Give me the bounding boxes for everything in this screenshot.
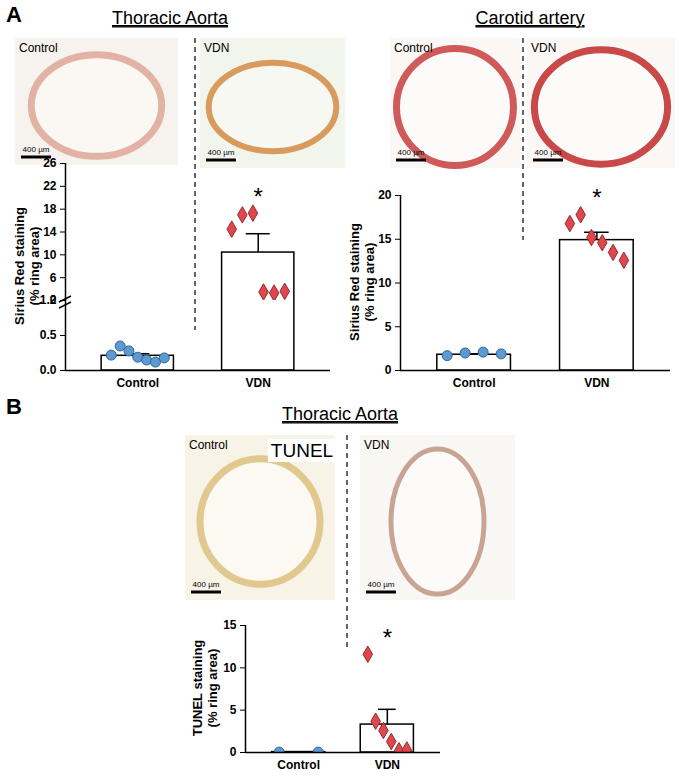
svg-text:15: 15 (378, 232, 392, 246)
svg-text:TUNEL: TUNEL (271, 440, 333, 461)
svg-text:(% ring area): (% ring area) (362, 243, 377, 322)
svg-text:Control: Control (453, 376, 496, 390)
svg-text:400 µm: 400 µm (23, 145, 50, 154)
svg-text:15: 15 (223, 618, 237, 632)
svg-text:0.5: 0.5 (40, 328, 57, 342)
svg-text:VDN: VDN (375, 758, 400, 772)
svg-text:10: 10 (43, 248, 57, 262)
svg-text:10: 10 (223, 661, 237, 675)
svg-text:0: 0 (230, 745, 237, 759)
svg-text:Control: Control (19, 41, 58, 55)
svg-text:Control: Control (394, 41, 433, 55)
svg-text:B: B (6, 394, 22, 419)
svg-text:400 µm: 400 µm (368, 580, 395, 589)
svg-text:400 µm: 400 µm (535, 148, 562, 157)
svg-text:Thoracic Aorta: Thoracic Aorta (112, 8, 229, 28)
svg-text:(% ring area): (% ring area) (26, 226, 42, 306)
svg-text:5: 5 (385, 320, 392, 334)
svg-text:*: * (383, 624, 392, 651)
svg-text:(% ring area): (% ring area) (205, 649, 220, 728)
svg-text:*: * (592, 184, 601, 211)
svg-text:14: 14 (43, 225, 57, 239)
svg-text:VDN: VDN (204, 41, 229, 55)
svg-text:Control: Control (116, 376, 159, 390)
svg-text:6: 6 (50, 271, 57, 285)
svg-text:18: 18 (43, 202, 57, 216)
svg-text:VDN: VDN (584, 376, 609, 390)
svg-text:26: 26 (43, 156, 57, 170)
svg-text:400 µm: 400 µm (208, 148, 235, 157)
svg-text:0.0: 0.0 (40, 363, 57, 377)
svg-text:400 µm: 400 µm (398, 148, 425, 157)
svg-text:22: 22 (43, 179, 57, 193)
svg-text:1.0: 1.0 (40, 293, 57, 307)
svg-text:Sirius Red staining: Sirius Red staining (12, 207, 27, 325)
svg-text:5: 5 (230, 703, 237, 717)
svg-text:Sirius Red staining: Sirius Red staining (347, 223, 362, 341)
svg-text:400 µm: 400 µm (193, 580, 220, 589)
svg-text:20: 20 (378, 188, 392, 202)
svg-text:A: A (6, 2, 22, 27)
svg-text:Control: Control (277, 758, 320, 772)
svg-text:VDN: VDN (364, 438, 389, 452)
svg-text:Thoracic Aorta: Thoracic Aorta (282, 404, 399, 424)
svg-text:TUNEL staining: TUNEL staining (190, 640, 205, 737)
svg-text:VDN: VDN (246, 376, 271, 390)
svg-text:0: 0 (385, 363, 392, 377)
svg-text:*: * (254, 183, 263, 210)
svg-text:VDN: VDN (531, 41, 556, 55)
svg-text:Control: Control (189, 438, 228, 452)
svg-text:10: 10 (378, 276, 392, 290)
svg-text:Carotid artery: Carotid artery (475, 8, 584, 28)
